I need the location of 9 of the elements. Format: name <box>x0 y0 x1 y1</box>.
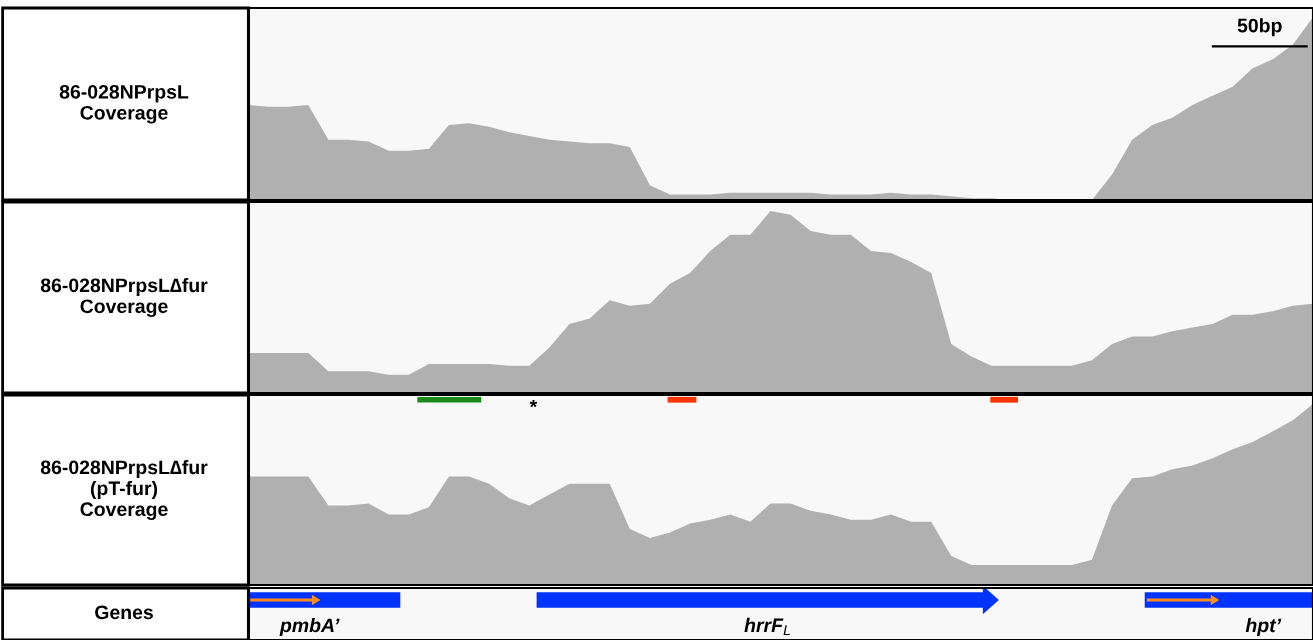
text: Genes <box>95 605 153 620</box>
annotation: 50bp <box>1237 18 1282 37</box>
y-axis-title: 86-028NPrpsL∆fur Coverage <box>40 277 208 318</box>
y-axis-title: 86-028NPrpsL Coverage <box>59 84 189 124</box>
text: hpt’ <box>1245 617 1282 637</box>
text: pmbA’ <box>279 617 340 637</box>
y-axis-title: 86-028NPrpsL∆fur (pT-fur) Coverage <box>40 459 208 521</box>
annotation: * <box>529 399 538 408</box>
text: hrrF$_{L}$ <box>744 617 790 636</box>
